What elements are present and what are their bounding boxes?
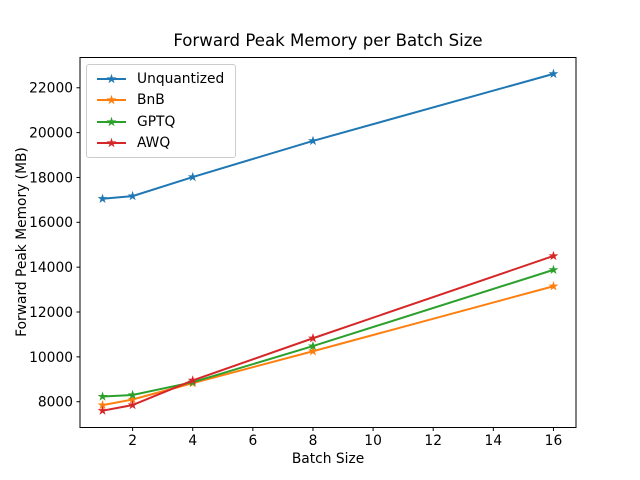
data-point-gptq	[548, 264, 559, 275]
data-point-awq	[97, 405, 108, 415]
legend-marker-gptq	[97, 116, 126, 126]
data-point-bnb	[127, 394, 138, 404]
data-point-awq	[127, 399, 138, 410]
data-point-gptq	[308, 340, 318, 351]
x-axis-label: Batch Size	[291, 451, 365, 467]
x-tick-label: 14	[485, 433, 503, 449]
legend-item-awq: AWQ	[96, 133, 224, 155]
legend-label-unquantized: Unquantized	[137, 70, 225, 87]
legend: Unquantized BnB GPTQ AWQ	[86, 64, 237, 158]
x-tick-label: 4	[188, 433, 197, 449]
data-point-gptq	[97, 391, 108, 401]
x-tick-label: 6	[248, 433, 257, 449]
data-point-awq	[548, 250, 559, 261]
data-point-unquantized	[187, 171, 198, 182]
data-point-bnb	[308, 346, 318, 356]
data-point-unquantized	[97, 193, 108, 203]
axes-spines	[79, 57, 577, 428]
data-point-unquantized	[308, 135, 318, 146]
data-point-awq	[187, 375, 198, 385]
data-point-gptq	[127, 389, 138, 400]
legend-marker-awq	[97, 138, 126, 148]
x-tick-label: 16	[545, 433, 563, 449]
legend-item-unquantized: Unquantized	[96, 68, 224, 90]
legend-marker-bnb	[97, 95, 126, 105]
y-tick-label: 8000	[38, 395, 73, 411]
data-point-awq	[308, 333, 318, 343]
data-point-bnb	[548, 281, 559, 291]
data-point-unquantized	[548, 68, 559, 79]
legend-item-bnb: BnB	[96, 90, 224, 112]
chart-title: Forward Peak Memory per Batch Size	[173, 31, 483, 50]
y-tick-label: 18000	[29, 170, 73, 186]
y-tick-label: 22000	[29, 81, 73, 97]
x-tick-label: 8	[309, 433, 318, 449]
x-tick-label: 12	[424, 433, 442, 449]
y-tick-label: 20000	[29, 126, 73, 142]
y-tick-label: 14000	[29, 260, 73, 276]
y-axis-label: Forward Peak Memory (MB)	[14, 147, 30, 337]
y-tick-label: 10000	[29, 350, 73, 366]
legend-marker-unquantized	[97, 73, 126, 83]
legend-label-bnb: BnB	[137, 92, 165, 109]
legend-item-gptq: GPTQ	[96, 111, 224, 133]
x-tick-label: 10	[364, 433, 382, 449]
data-point-unquantized	[127, 190, 138, 201]
legend-label-awq: AWQ	[137, 135, 171, 152]
x-tick-label: 2	[128, 433, 137, 449]
y-tick-label: 16000	[29, 215, 73, 231]
y-tick-label: 12000	[29, 305, 73, 321]
data-point-bnb	[97, 399, 108, 410]
legend-label-gptq: GPTQ	[137, 113, 176, 130]
